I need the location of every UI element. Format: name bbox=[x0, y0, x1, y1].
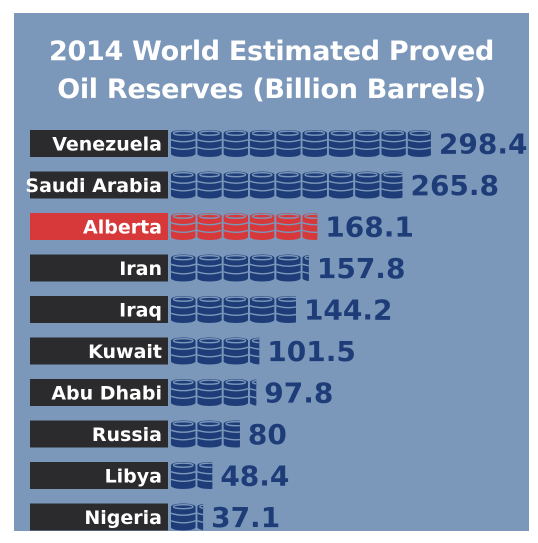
partial-barrel-icon bbox=[249, 337, 260, 365]
barrel-icon bbox=[355, 130, 380, 157]
barrel-icon bbox=[171, 503, 196, 531]
chart-row: Iran 157.8 bbox=[30, 252, 405, 285]
barrel-icon bbox=[171, 130, 196, 157]
chart-row: Libya 48.4 bbox=[30, 460, 289, 493]
value-label: 168.1 bbox=[325, 211, 414, 244]
barrel-icon bbox=[328, 130, 354, 157]
partial-barrel-icon bbox=[249, 379, 257, 406]
category-label-box bbox=[30, 254, 168, 282]
barrel-icon bbox=[171, 420, 196, 448]
barrel-icon bbox=[381, 130, 406, 157]
category-label: Iran bbox=[119, 258, 162, 280]
value-label: 101.5 bbox=[267, 335, 356, 368]
category-label: Alberta bbox=[83, 217, 162, 239]
value-label: 265.8 bbox=[410, 169, 499, 202]
barrel-icon bbox=[276, 171, 301, 199]
barrel-icon bbox=[249, 254, 275, 282]
barrel-chart: Venezuela 298.4 Saudi Arabia 265.8 Alberta 16… bbox=[25, 128, 527, 532]
barrel-icon bbox=[197, 296, 222, 323]
barrel-icon bbox=[249, 296, 275, 323]
category-label-box bbox=[30, 296, 168, 323]
barrel-icon bbox=[197, 213, 222, 240]
category-label-box bbox=[30, 337, 168, 365]
chart-title: 2014 World Estimated Proved Oil Reserves… bbox=[14, 33, 529, 109]
barrel-icon bbox=[197, 171, 222, 199]
barrel-icon bbox=[197, 337, 222, 365]
barrel-icon bbox=[171, 337, 196, 365]
category-label: Kuwait bbox=[88, 341, 162, 363]
category-label-box bbox=[30, 171, 168, 199]
partial-barrel-icon bbox=[407, 130, 431, 157]
chart-row: Alberta 168.1 bbox=[30, 211, 414, 244]
category-label-box bbox=[30, 420, 168, 448]
chart-row: Saudi Arabia 265.8 bbox=[25, 169, 499, 202]
category-label: Saudi Arabia bbox=[25, 175, 162, 197]
barrel-icon bbox=[302, 130, 327, 157]
barrel-icon bbox=[276, 254, 301, 282]
barrel-icon bbox=[276, 130, 301, 157]
barrel-icon bbox=[197, 379, 222, 406]
barrel-icon bbox=[249, 130, 275, 157]
value-label: 48.4 bbox=[220, 460, 289, 493]
barrel-icon bbox=[223, 296, 249, 323]
infographic-panel: 2014 World Estimated Proved Oil Reserves… bbox=[14, 13, 529, 531]
category-label: Venezuela bbox=[52, 134, 162, 156]
value-label: 298.4 bbox=[439, 128, 528, 161]
barrel-icon bbox=[328, 171, 354, 199]
category-label: Abu Dhabi bbox=[51, 383, 162, 405]
barrel-icon bbox=[171, 213, 196, 240]
value-label: 80 bbox=[248, 418, 287, 451]
barrel-icon bbox=[249, 171, 275, 199]
barrel-icon bbox=[197, 130, 222, 157]
barrel-icon bbox=[223, 337, 249, 365]
category-label-box bbox=[30, 379, 168, 406]
partial-barrel-icon bbox=[197, 503, 204, 531]
category-label-box bbox=[30, 503, 168, 531]
barrel-icon bbox=[223, 130, 249, 157]
barrel-icon bbox=[197, 420, 222, 448]
chart-title-line-1: 2014 World Estimated Proved bbox=[49, 36, 494, 67]
category-label-box bbox=[30, 130, 168, 157]
category-label: Nigeria bbox=[84, 507, 162, 529]
value-label: 37.1 bbox=[211, 501, 280, 531]
category-label: Russia bbox=[92, 424, 162, 446]
barrel-icon bbox=[171, 462, 196, 489]
chart-row: Kuwait 101.5 bbox=[30, 335, 356, 368]
barrel-icon bbox=[197, 254, 222, 282]
barrel-icon bbox=[171, 296, 196, 323]
value-label: 157.8 bbox=[317, 252, 406, 285]
category-label: Iraq bbox=[119, 300, 162, 322]
partial-barrel-icon bbox=[223, 420, 240, 448]
barrel-icon bbox=[302, 171, 327, 199]
barrel-icon bbox=[223, 254, 249, 282]
barrel-icon bbox=[249, 213, 275, 240]
category-label: Libya bbox=[105, 466, 162, 488]
barrel-icon bbox=[355, 171, 380, 199]
chart-row: Iraq 144.2 bbox=[30, 294, 393, 327]
barrel-icon bbox=[171, 171, 196, 199]
value-label: 97.8 bbox=[264, 377, 333, 410]
barrel-icon bbox=[223, 171, 249, 199]
partial-barrel-icon bbox=[381, 171, 403, 199]
chart-row: Nigeria 37.1 bbox=[30, 501, 280, 531]
barrel-icon bbox=[171, 254, 196, 282]
partial-barrel-icon bbox=[197, 462, 213, 489]
barrel-icon bbox=[223, 379, 249, 406]
chart-row: Venezuela 298.4 bbox=[30, 128, 527, 161]
chart-row: Abu Dhabi 97.8 bbox=[30, 377, 333, 410]
partial-barrel-icon bbox=[302, 213, 318, 240]
partial-barrel-icon bbox=[302, 254, 309, 282]
barrel-icon bbox=[171, 379, 196, 406]
partial-barrel-icon bbox=[276, 296, 296, 323]
barrel-icon bbox=[276, 213, 301, 240]
chart-title-line-2: Oil Reserves (Billion Barrels) bbox=[57, 74, 486, 105]
value-label: 144.2 bbox=[304, 294, 393, 327]
category-label-box bbox=[30, 213, 168, 240]
chart-row: Russia 80 bbox=[30, 418, 287, 451]
barrel-icon bbox=[223, 213, 249, 240]
category-label-box bbox=[30, 462, 168, 489]
